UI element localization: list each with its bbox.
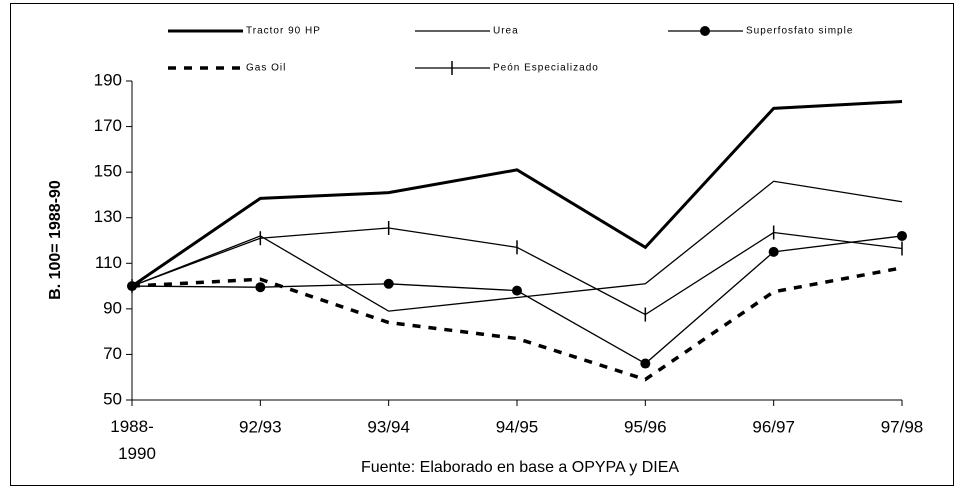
marker: [255, 282, 266, 293]
marker: [768, 246, 779, 257]
x-tick-label: 92/93: [239, 417, 282, 436]
y-tick-label: 50: [103, 389, 122, 408]
y-tick-label: 110: [95, 253, 122, 272]
marker: [897, 230, 907, 241]
y-tick-label: 70: [103, 344, 122, 363]
x-tick-label: 96/97: [752, 417, 795, 436]
y-tick-label: 150: [94, 162, 122, 181]
y-tick-label: 190: [94, 70, 122, 89]
series-line: [131, 266, 903, 382]
marker: [383, 278, 394, 289]
y-tick-label: 130: [94, 207, 122, 226]
legend-label: Peón Especializado: [493, 63, 599, 74]
legend-label: Urea: [493, 26, 519, 37]
x-tick-label: 1988-1990: [110, 417, 156, 463]
y-tick-label: 90: [103, 298, 122, 317]
y-tick-label: 170: [94, 116, 122, 135]
x-tick-label: 93/94: [367, 417, 410, 436]
marker: [640, 358, 651, 369]
frame: [10, 3, 954, 486]
legend-label: Gas Oil: [246, 63, 286, 74]
legend-label: Tractor 90 HP: [246, 26, 321, 37]
marker: [512, 285, 522, 296]
source-note: Fuente: Elaborado en base a OPYPA y DIEA: [361, 459, 679, 476]
legend-label: Superfosfato simple: [746, 26, 853, 37]
x-tick-label: 94/95: [496, 417, 539, 436]
x-tick-label: 95/96: [624, 417, 667, 436]
y-axis-label: B. 100= 1988-90: [47, 180, 64, 300]
series-line: [131, 235, 903, 365]
marker: [700, 26, 710, 36]
series-line: [131, 100, 903, 288]
x-tick-label: 97/98: [881, 417, 924, 436]
